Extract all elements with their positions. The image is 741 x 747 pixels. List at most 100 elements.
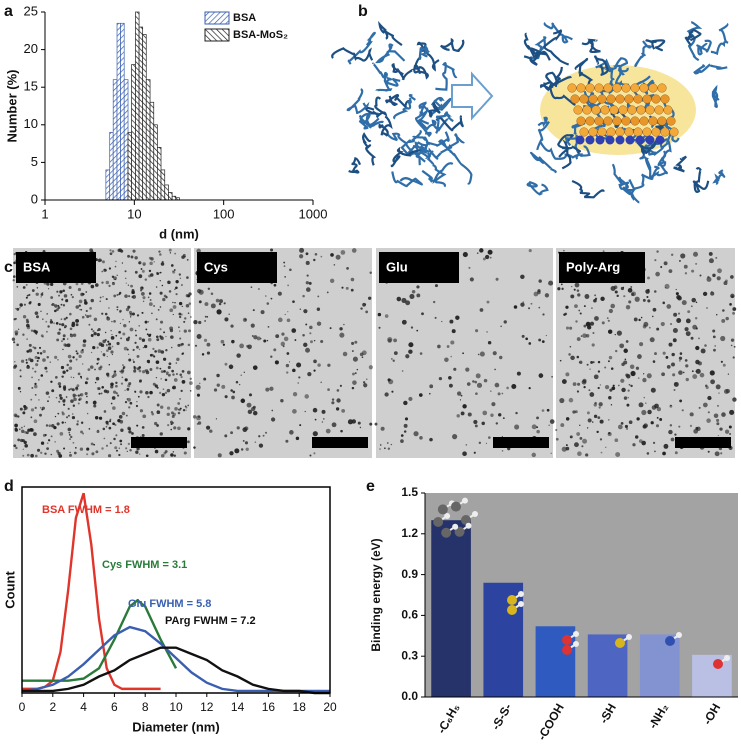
protein-ribbon	[564, 134, 591, 157]
nanoparticle	[134, 341, 137, 344]
nanoparticle	[651, 315, 654, 318]
nanoparticle	[709, 397, 712, 400]
nanoparticle	[67, 354, 72, 359]
nanoparticle	[61, 412, 65, 416]
nanoparticle	[159, 432, 163, 436]
nanoparticle	[204, 315, 207, 318]
nanoparticle	[321, 421, 324, 423]
nanoparticle	[129, 401, 133, 405]
nanoparticle	[152, 347, 155, 350]
nanoparticle	[216, 383, 220, 387]
nanoparticle	[169, 252, 172, 254]
nanoparticle	[419, 436, 423, 440]
nanoparticle	[286, 352, 290, 355]
nanoparticle	[695, 426, 699, 430]
nanoparticle	[583, 386, 586, 389]
nanoparticle	[633, 317, 638, 322]
nanoparticle	[57, 359, 59, 361]
nanoparticle	[134, 271, 138, 274]
nanoparticle	[570, 285, 573, 288]
nanoparticle	[50, 296, 54, 299]
nanoparticle	[630, 286, 633, 288]
nanoparticle	[718, 392, 720, 394]
nanoparticle	[107, 346, 112, 351]
nanoparticle	[593, 298, 597, 303]
nanoparticle	[150, 411, 154, 414]
nanoparticle	[432, 300, 436, 304]
x-tick-label: 12	[200, 700, 214, 714]
nanoparticle	[57, 331, 61, 335]
nanoparticle	[40, 334, 44, 338]
nanoparticle	[94, 416, 99, 420]
atom	[626, 634, 632, 640]
nanoparticle	[69, 387, 73, 391]
nanoparticle	[474, 380, 478, 384]
nanoparticle	[63, 388, 66, 391]
nanoparticle	[86, 447, 90, 451]
protein-ribbon	[372, 62, 393, 83]
protein-ribbon	[347, 31, 376, 65]
nanoparticle	[673, 381, 679, 387]
scale-bar	[131, 437, 187, 448]
nanoparticle	[303, 309, 308, 314]
nanoparticle	[198, 300, 202, 304]
nanoparticle	[172, 313, 174, 316]
nanoparticle	[292, 300, 295, 304]
protein-ribbon	[435, 115, 464, 132]
nanoparticle	[572, 382, 577, 387]
nanoparticle	[56, 422, 60, 426]
nanoparticle	[31, 289, 35, 292]
nanoparticle	[361, 350, 367, 356]
nanoparticle	[184, 317, 187, 320]
nanoparticle	[57, 451, 61, 456]
nanoparticle	[131, 289, 135, 292]
nanoparticle	[67, 407, 70, 410]
nanoparticle	[691, 269, 695, 273]
mos2-atom	[575, 135, 585, 145]
nanoparticle	[142, 262, 146, 266]
nanoparticle	[621, 387, 626, 393]
nanoparticle	[331, 401, 335, 405]
nanoparticle	[572, 410, 576, 414]
nanoparticle	[134, 256, 138, 260]
nanoparticle	[77, 372, 81, 376]
nanoparticle	[597, 386, 600, 390]
nanoparticle	[62, 403, 66, 406]
nanoparticle	[172, 451, 175, 453]
nanoparticle	[586, 363, 589, 366]
nanoparticle	[81, 292, 84, 295]
nanoparticle	[280, 341, 286, 347]
nanoparticle	[170, 264, 174, 267]
nanoparticle	[495, 277, 499, 281]
x-tick-label: -OH	[700, 701, 723, 727]
nanoparticle	[314, 418, 317, 421]
nanoparticle	[28, 293, 31, 297]
nanoparticle	[266, 339, 269, 342]
nanoparticle	[297, 382, 299, 384]
nanoparticle	[596, 430, 599, 434]
nanoparticle	[495, 422, 499, 425]
nanoparticle	[213, 388, 218, 392]
nanoparticle	[363, 383, 368, 388]
nanoparticle	[224, 317, 229, 322]
nanoparticle	[380, 426, 385, 431]
nanoparticle	[616, 294, 619, 298]
nanoparticle	[590, 361, 593, 364]
nanoparticle	[17, 328, 20, 330]
mos2-atom	[635, 135, 645, 145]
nanoparticle	[522, 301, 525, 303]
nanoparticle	[364, 303, 367, 306]
nanoparticle	[218, 302, 222, 306]
nanoparticle	[157, 308, 160, 311]
nanoparticle	[625, 305, 631, 310]
nanoparticle	[704, 344, 707, 347]
nanoparticle	[150, 273, 154, 277]
protein-ribbon	[375, 43, 406, 64]
nanoparticle	[577, 451, 582, 457]
nanoparticle	[245, 447, 249, 451]
nanoparticle	[124, 389, 126, 392]
y-axis-title: Count	[2, 571, 17, 609]
nanoparticle	[329, 278, 335, 283]
nanoparticle	[289, 268, 292, 272]
nanoparticle	[410, 326, 414, 329]
